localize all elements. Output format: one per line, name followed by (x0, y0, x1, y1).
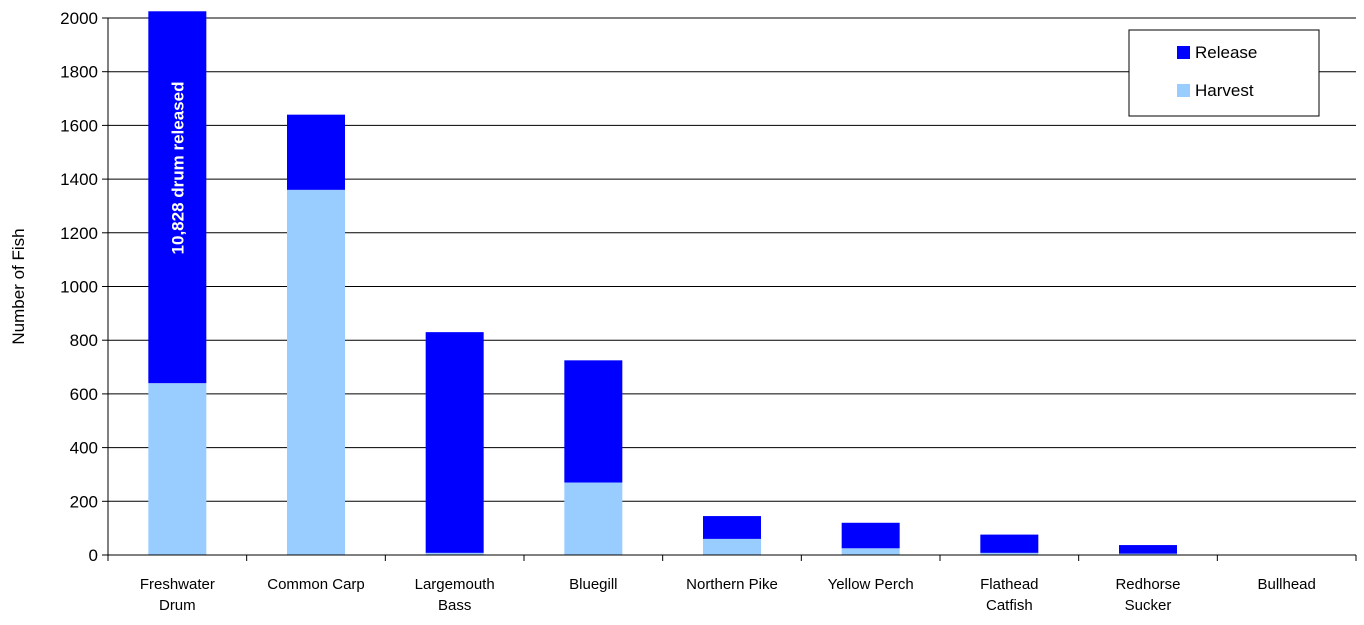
x-tick-label-line: Catfish (986, 597, 1033, 614)
bar-release (564, 360, 623, 483)
bar-harvest (148, 383, 207, 555)
x-tick-label-line: Redhorse (1115, 576, 1180, 593)
x-tick-label: Largemouth Bass (415, 576, 495, 614)
bar-release (148, 11, 207, 384)
legend-label: Harvest (1195, 81, 1254, 100)
y-tick-label: 1000 (60, 278, 98, 297)
x-tick-label: Redhorse Sucker (1115, 576, 1180, 614)
bar-release (980, 534, 1039, 553)
x-tick-label-line: Bass (438, 597, 471, 614)
bar-release (1119, 545, 1177, 554)
legend-swatch (1177, 84, 1190, 97)
x-tick-label-line: Bluegill (569, 576, 617, 593)
x-tick-label: Freshwater Drum (140, 576, 215, 614)
bar-release (841, 522, 900, 549)
bar-harvest (1119, 553, 1177, 555)
bar-harvest (841, 548, 900, 555)
y-tick-label: 600 (70, 385, 98, 404)
legend-swatch (1177, 46, 1190, 59)
legend-box (1128, 29, 1320, 117)
y-tick-label: 2000 (60, 9, 98, 28)
bar-harvest (287, 189, 345, 555)
y-tick-label: 1600 (60, 116, 98, 135)
x-tick-label-line: Freshwater (140, 576, 215, 593)
y-tick-label: 1200 (60, 224, 98, 243)
x-tick-label-line: Yellow Perch (828, 576, 914, 593)
x-tick-label: Bluegill (569, 576, 617, 593)
x-tick-label: Common Carp (267, 576, 365, 593)
y-tick-label: 200 (70, 492, 98, 511)
bar-release (425, 332, 484, 553)
x-tick-label: Bullhead (1257, 576, 1315, 593)
x-tick-label-line: Flathead (980, 576, 1038, 593)
bar-harvest (564, 482, 623, 555)
x-tick-label-line: Bullhead (1257, 576, 1315, 593)
bar-harvest (703, 538, 761, 555)
legend-label: Release (1195, 43, 1257, 62)
bar-annotation: 10,828 drum released (168, 82, 187, 255)
y-tick-label: 1800 (60, 63, 98, 82)
x-tick-label-line: Common Carp (267, 576, 365, 593)
y-tick-label: 1400 (60, 170, 98, 189)
x-tick-label: Flathead Catfish (980, 576, 1038, 614)
x-tick-label-line: Northern Pike (686, 576, 778, 593)
x-tick-label: Yellow Perch (828, 576, 914, 593)
bar-harvest (425, 552, 484, 555)
x-tick-label-line: Sucker (1125, 597, 1172, 614)
x-tick-label-line: Largemouth (415, 576, 495, 593)
y-tick-label: 400 (70, 439, 98, 458)
bar-release (703, 516, 761, 539)
bar-release (287, 114, 345, 190)
bar-harvest (980, 552, 1039, 555)
y-tick-label: 0 (89, 546, 98, 565)
y-tick-label: 800 (70, 331, 98, 350)
x-tick-label: Northern Pike (686, 576, 778, 593)
x-tick-label-line: Drum (159, 597, 196, 614)
y-axis-label: Number of Fish (9, 228, 28, 344)
